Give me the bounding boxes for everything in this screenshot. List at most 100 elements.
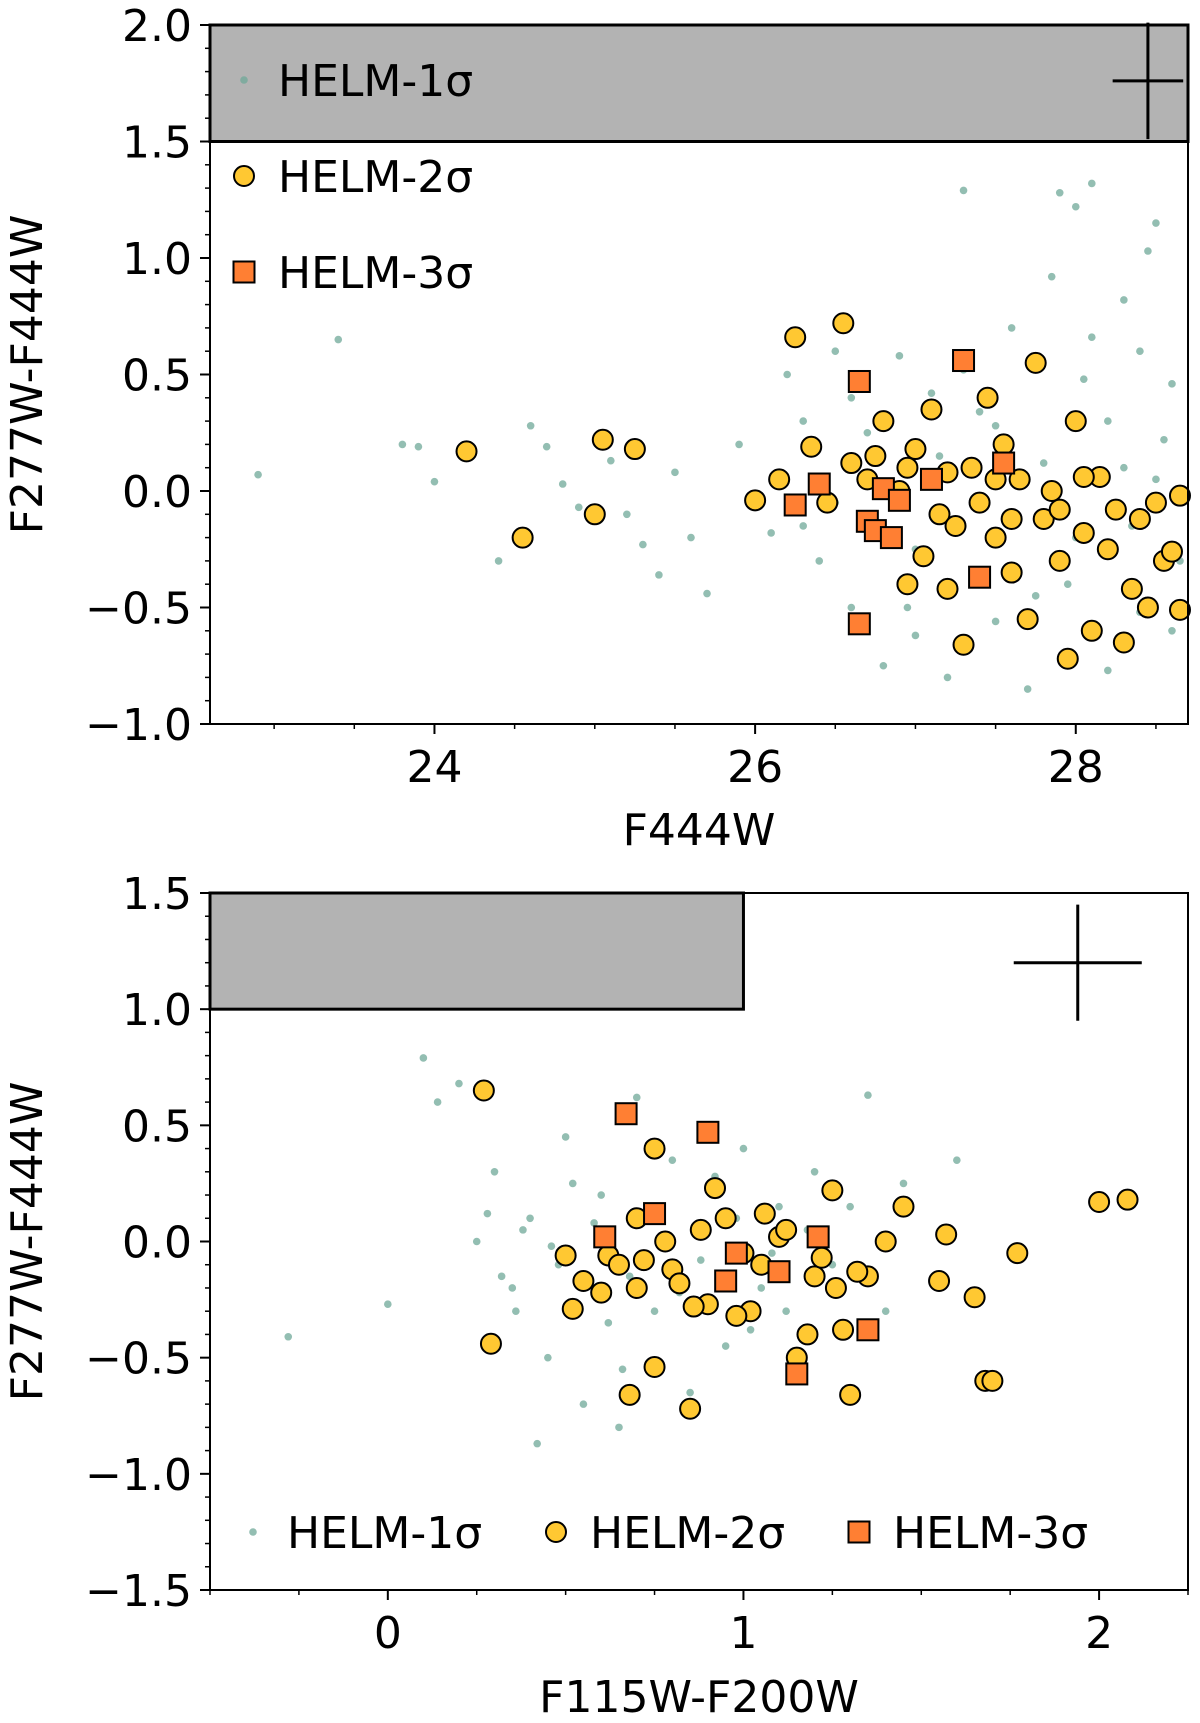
top-dot-point xyxy=(1088,333,1096,342)
top-dot-point xyxy=(767,529,775,537)
bot-dot-point xyxy=(508,1284,517,1292)
top-y-tick-label: −1.0 xyxy=(85,700,192,751)
bot-circle-point xyxy=(981,1369,1004,1392)
bot-dot-point xyxy=(561,1133,570,1141)
bottom-series-helm-1sigma xyxy=(284,1054,961,1448)
top-circle-point xyxy=(920,398,943,421)
top-circle-point xyxy=(976,386,999,409)
bot-dot-point xyxy=(632,1093,641,1102)
top-circle-point xyxy=(936,577,959,600)
bottom-x-ticks: 0 1 2 xyxy=(209,1590,1189,1659)
top-circle-point xyxy=(840,452,863,475)
top-dot-point xyxy=(1104,417,1112,425)
bot-dot-point xyxy=(455,1079,463,1088)
top-dot-point xyxy=(1136,347,1144,356)
bot-circle-point xyxy=(775,1218,798,1241)
top-dot-point xyxy=(671,468,679,477)
bot-circle-point xyxy=(796,1323,819,1346)
bot-circle-point xyxy=(839,1383,862,1406)
bot-circle-point xyxy=(479,1332,502,1355)
top-dot-point xyxy=(1055,188,1064,197)
top-dot-point xyxy=(879,661,888,670)
top-dot-point xyxy=(1039,459,1048,467)
bot-dot-point xyxy=(846,1202,854,1211)
bot-y-tick-label: 1.5 xyxy=(122,869,192,920)
bot-circle-point xyxy=(632,1249,655,1272)
bot-circle-point xyxy=(590,1281,613,1304)
top-dot-point xyxy=(863,428,872,437)
top-y-tick-label: 2.0 xyxy=(122,1,192,52)
bot-circle-point xyxy=(689,1218,712,1241)
bot-dot-point xyxy=(615,1423,623,1432)
top-dot-point xyxy=(1168,627,1176,635)
bot-square-point xyxy=(856,1318,880,1342)
bottom-legend-label-helm-3sigma: HELM-3σ xyxy=(893,1508,1088,1559)
top-panel: 24 26 28 −1.0 −0.5 0.0 0.5 1.0 1.5 2.0 F444W F27… xyxy=(2,1,1191,856)
bot-circle-point xyxy=(714,1207,737,1230)
top-dot-point xyxy=(1168,380,1176,388)
bottom-y-axis-label: F277W-F444W xyxy=(2,1082,53,1402)
bot-square-point xyxy=(806,1225,830,1249)
bot-dot-point xyxy=(881,1307,890,1315)
top-square-point xyxy=(847,369,871,393)
top-y-tick-label: −0.5 xyxy=(85,584,192,635)
top-dot-point xyxy=(959,186,968,195)
bot-y-tick-label: −1.5 xyxy=(85,1566,192,1617)
top-dot-point xyxy=(1023,685,1032,693)
top-square-point xyxy=(847,612,871,636)
bot-y-tick-label: 0.0 xyxy=(122,1218,192,1269)
bot-circle-point xyxy=(618,1383,641,1406)
bot-dot-point xyxy=(953,1156,961,1164)
bot-circle-point xyxy=(668,1272,691,1295)
top-dot-point xyxy=(1071,202,1080,211)
top-dot-point xyxy=(558,480,567,488)
bot-circle-point xyxy=(561,1297,584,1320)
bot-square-point xyxy=(643,1202,667,1226)
bottom-legend-marker-helm-2sigma xyxy=(545,1521,567,1543)
top-dot-point xyxy=(1152,475,1160,484)
top-circle-point xyxy=(1000,561,1023,584)
top-dot-point xyxy=(1120,463,1128,472)
top-circle-point xyxy=(1064,410,1087,433)
bot-circle-point xyxy=(679,1397,702,1420)
top-circle-point xyxy=(1072,521,1095,544)
top-circle-point xyxy=(816,491,839,514)
top-dot-point xyxy=(895,352,904,360)
top-dot-point xyxy=(254,470,262,479)
top-dot-point xyxy=(1160,435,1168,444)
bot-dot-point xyxy=(810,1168,819,1176)
top-dot-point xyxy=(703,589,711,598)
top-circle-point xyxy=(872,410,895,433)
top-x-tick-label: 26 xyxy=(727,742,783,793)
bot-dot-point xyxy=(497,1272,506,1281)
top-dot-point xyxy=(831,347,840,356)
bot-circle-point xyxy=(935,1223,958,1246)
top-dot-point xyxy=(687,533,695,542)
top-dot-point xyxy=(903,603,912,612)
top-circle-point xyxy=(1112,631,1135,654)
top-circle-point xyxy=(904,438,927,461)
top-circle-point xyxy=(1048,498,1071,521)
top-circle-point xyxy=(623,438,646,461)
top-dot-point xyxy=(815,557,824,565)
bottom-series-helm-2sigma xyxy=(472,1079,1139,1420)
top-circle-point xyxy=(1120,577,1143,600)
bot-dot-point xyxy=(625,1272,634,1281)
bot-dot-point xyxy=(597,1191,605,1199)
bottom-error-cross xyxy=(1013,904,1142,1021)
top-dot-point xyxy=(398,440,407,449)
top-circle-point xyxy=(511,526,534,549)
top-circle-point xyxy=(1016,608,1039,631)
top-x-axis-label: F444W xyxy=(623,805,776,856)
bot-dot-point xyxy=(472,1237,481,1246)
bot-circle-point xyxy=(572,1269,595,1292)
top-dot-point xyxy=(1079,375,1088,383)
bot-circle-point xyxy=(643,1137,666,1160)
top-square-point xyxy=(919,467,943,491)
top-circle-point xyxy=(800,435,823,458)
top-circle-point xyxy=(928,503,951,526)
bot-dot-point xyxy=(739,1144,748,1153)
bottom-shaded-region xyxy=(208,891,745,1011)
top-y-tick-label: 1.0 xyxy=(122,234,192,285)
